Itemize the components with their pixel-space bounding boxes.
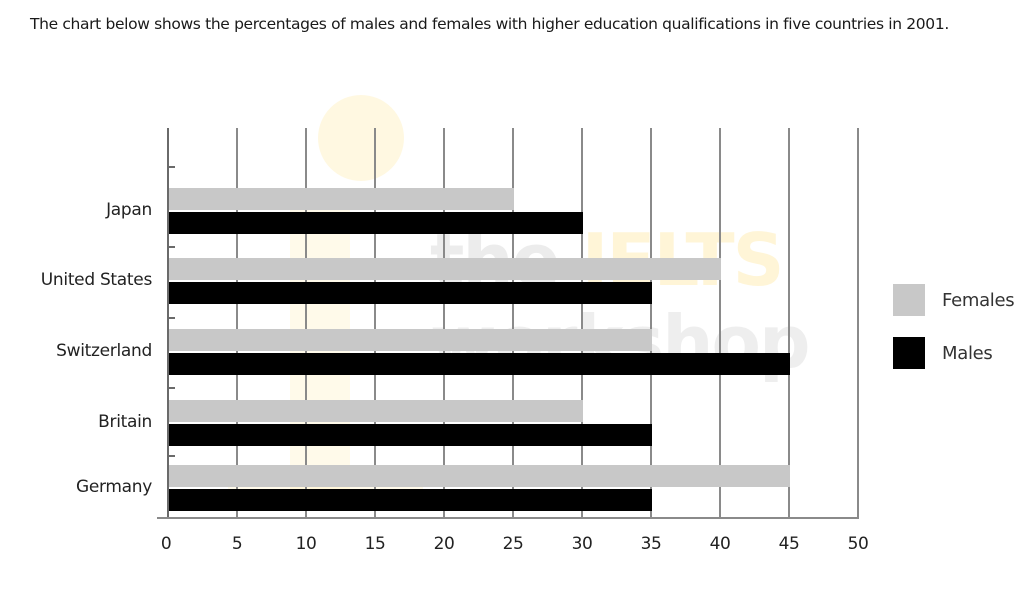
x-tick-label: 50 — [847, 534, 869, 554]
y-category-label: Germany — [75, 477, 152, 497]
x-tick-label: 35 — [640, 534, 662, 554]
legend-swatch-males — [893, 337, 925, 369]
y-tick — [169, 166, 175, 168]
bar-females-japan — [169, 188, 514, 210]
y-tick — [169, 246, 175, 248]
y-axis — [167, 128, 169, 518]
bar-males-germany — [169, 489, 652, 511]
chart-title: The chart below shows the percentages of… — [30, 15, 949, 33]
x-tick-label: 5 — [231, 534, 243, 554]
y-tick — [169, 387, 175, 389]
bar-females-britain — [169, 400, 583, 422]
gridline-5 — [236, 128, 238, 518]
y-tick — [169, 455, 175, 457]
gridline-25 — [512, 128, 514, 518]
legend-label-males: Males — [942, 343, 993, 364]
legend-swatch-females — [893, 284, 925, 316]
gridline-40 — [719, 128, 721, 518]
bar-males-switzerland — [169, 353, 790, 375]
x-tick-label: 25 — [502, 534, 524, 554]
gridline-35 — [650, 128, 652, 518]
y-category-label: Britain — [98, 412, 152, 432]
bar-males-united-states — [169, 282, 652, 304]
x-tick-label: 45 — [778, 534, 800, 554]
y-category-label: Japan — [106, 200, 152, 220]
bar-males-britain — [169, 424, 652, 446]
x-tick-label: 40 — [709, 534, 731, 554]
y-category-label: Switzerland — [56, 341, 152, 361]
watermark-logo-circle — [318, 95, 404, 181]
x-tick-label: 20 — [433, 534, 455, 554]
gridline-15 — [374, 128, 376, 518]
x-tick-label: 0 — [160, 534, 172, 554]
bar-females-united-states — [169, 258, 721, 280]
bar-males-japan — [169, 212, 583, 234]
gridline-10 — [305, 128, 307, 518]
legend-label-females: Females — [942, 290, 1015, 311]
gridline-45 — [788, 128, 790, 518]
x-tick-label: 15 — [364, 534, 386, 554]
bar-females-switzerland — [169, 329, 652, 351]
x-axis — [157, 517, 859, 519]
gridline-50 — [857, 128, 859, 518]
y-category-label: United States — [40, 270, 153, 290]
gridline-20 — [443, 128, 445, 518]
x-tick-label: 10 — [295, 534, 317, 554]
bar-females-germany — [169, 465, 790, 487]
y-tick — [169, 317, 175, 319]
x-tick-label: 30 — [571, 534, 593, 554]
gridline-30 — [581, 128, 583, 518]
